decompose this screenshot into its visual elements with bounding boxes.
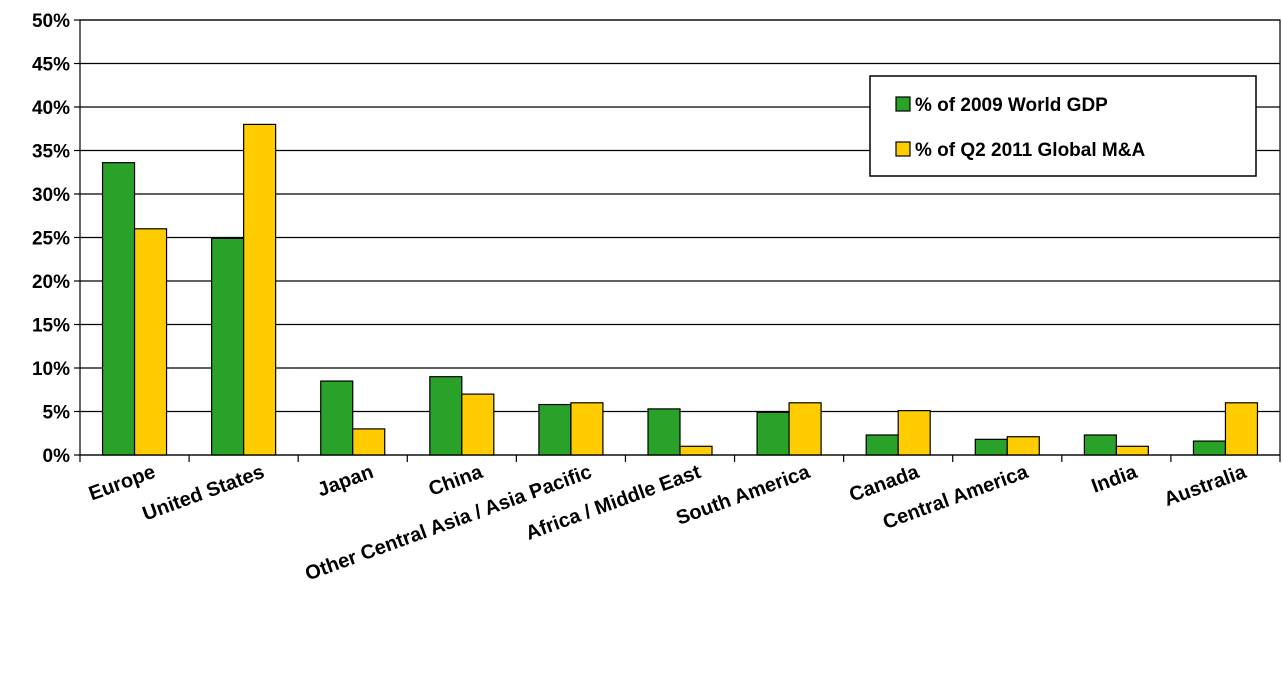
bar bbox=[788, 402, 822, 456]
bar bbox=[679, 445, 713, 456]
y-tick-label: 30% bbox=[32, 185, 70, 206]
y-tick-label: 45% bbox=[32, 55, 70, 76]
bar bbox=[756, 411, 790, 456]
bar bbox=[1115, 445, 1149, 456]
bar bbox=[974, 438, 1008, 456]
axes bbox=[74, 19, 1281, 462]
bar bbox=[429, 376, 463, 456]
x-tick-label: Europe bbox=[86, 461, 158, 505]
bar bbox=[897, 410, 931, 456]
bar bbox=[865, 434, 899, 456]
bar bbox=[243, 123, 277, 456]
bars bbox=[101, 123, 1259, 456]
bar bbox=[352, 428, 386, 456]
bar bbox=[1083, 434, 1117, 456]
x-tick-label: India bbox=[1089, 461, 1141, 498]
y-tick-label: 10% bbox=[32, 359, 70, 380]
legend: % of 2009 World GDP % of Q2 2011 Global M… bbox=[869, 75, 1257, 177]
y-tick-label: 35% bbox=[32, 142, 70, 163]
legend-box bbox=[869, 75, 1257, 177]
y-tick-labels: 0% 5% 10% 15% 20% 25% 30% 35% 40% 45% 50% bbox=[32, 11, 70, 467]
bar bbox=[101, 162, 136, 456]
bar bbox=[133, 228, 168, 456]
bar bbox=[1224, 402, 1259, 456]
bar bbox=[211, 237, 245, 456]
y-tick-label: 5% bbox=[43, 403, 71, 424]
y-tick-label: 40% bbox=[32, 98, 70, 119]
x-tick-label: Canada bbox=[846, 461, 922, 507]
x-tick-label: China bbox=[426, 461, 487, 501]
bar bbox=[1192, 440, 1227, 456]
bar bbox=[461, 393, 495, 456]
bar bbox=[320, 380, 354, 456]
y-tick-label: 15% bbox=[32, 316, 70, 337]
y-tick-label: 25% bbox=[32, 229, 70, 250]
y-tick-label: 20% bbox=[32, 272, 70, 293]
x-tick-label: Japan bbox=[315, 461, 377, 501]
x-tick-label: Australia bbox=[1161, 461, 1250, 511]
y-tick-label: 50% bbox=[32, 11, 70, 32]
bar bbox=[538, 403, 572, 456]
legend-swatch bbox=[895, 141, 911, 157]
x-tick-label: United States bbox=[140, 461, 268, 525]
bar bbox=[570, 402, 604, 456]
legend-swatch bbox=[895, 96, 911, 112]
legend-label: % of 2009 World GDP bbox=[915, 95, 1108, 116]
y-tick-label: 0% bbox=[43, 446, 71, 467]
legend-label: % of Q2 2011 Global M&A bbox=[915, 140, 1145, 161]
bar bbox=[1006, 436, 1040, 456]
bar bbox=[647, 408, 681, 456]
